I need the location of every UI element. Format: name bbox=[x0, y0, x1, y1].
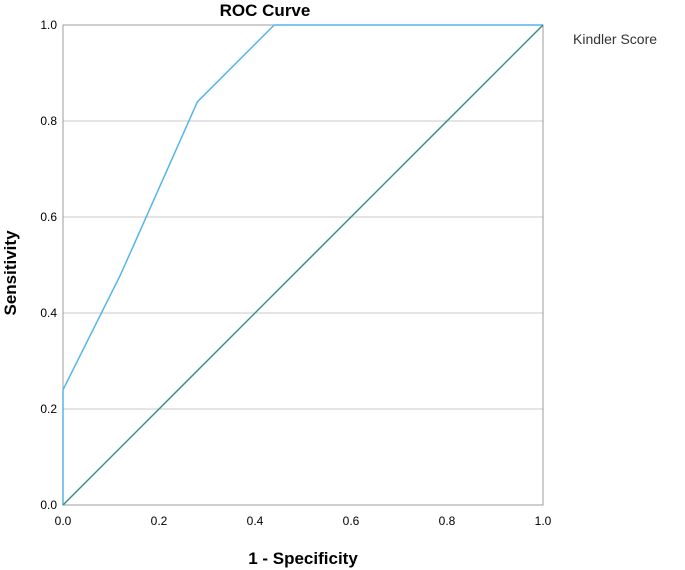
y-tick-label: 0.8 bbox=[40, 114, 57, 128]
y-axis-ticks: 0.0 0.2 0.4 0.6 0.8 1.0 bbox=[40, 18, 57, 512]
x-tick-label: 0.6 bbox=[343, 514, 360, 528]
y-tick-label: 0.2 bbox=[40, 402, 57, 416]
x-tick-label: 0.8 bbox=[439, 514, 456, 528]
series-line-reference bbox=[62, 24, 544, 506]
y-axis-title: Sensitivity bbox=[1, 230, 20, 316]
series-layer bbox=[62, 24, 544, 506]
y-tick-label: 0.6 bbox=[40, 210, 57, 224]
y-tick-label: 1.0 bbox=[40, 18, 57, 32]
x-tick-label: 0.2 bbox=[151, 514, 168, 528]
chart-title: ROC Curve bbox=[220, 1, 311, 20]
y-tick-label: 0.4 bbox=[40, 306, 57, 320]
x-tick-label: 0.0 bbox=[55, 514, 72, 528]
legend-entry-kindler-score: Kindler Score bbox=[573, 31, 657, 47]
x-axis-title: 1 - Specificity bbox=[248, 549, 358, 568]
x-axis-ticks: 0.0 0.2 0.4 0.6 0.8 1.0 bbox=[55, 514, 552, 528]
series-line-kindler-score bbox=[62, 24, 543, 505]
y-tick-label: 0.0 bbox=[40, 498, 57, 512]
x-tick-label: 1.0 bbox=[535, 514, 552, 528]
x-tick-label: 0.4 bbox=[247, 514, 264, 528]
